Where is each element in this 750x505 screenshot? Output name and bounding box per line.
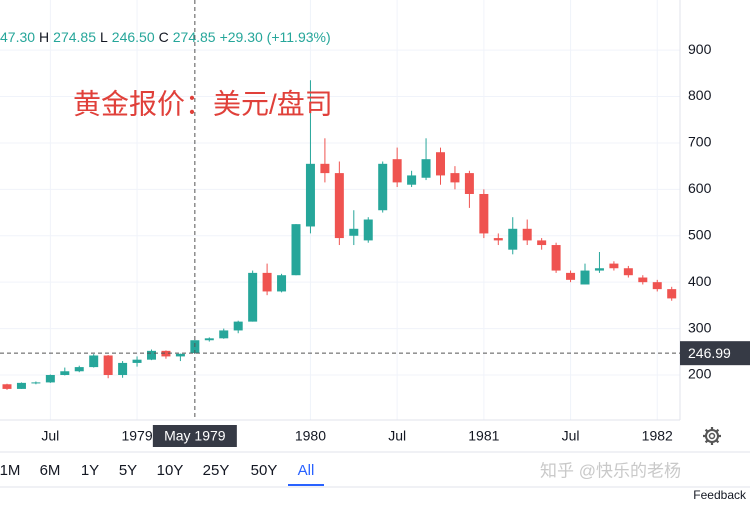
legend-item: 47.30 [0,29,35,45]
candle-body [638,277,648,283]
y-tick-label: 700 [688,134,712,150]
watermark: 知乎 @快乐的老杨 [540,461,681,480]
crosshair-price-box [680,341,750,366]
legend-item: H [39,29,49,45]
candle-body [493,238,503,241]
candle-body [407,175,417,185]
x-tick-label: Jul [41,428,59,444]
candle-body [667,289,677,299]
candle-body [551,245,561,271]
range-button[interactable]: 6M [40,462,61,479]
y-tick-label: 300 [688,319,712,335]
y-tick-label: 800 [688,87,712,103]
candle-body [537,240,547,246]
candle-body [436,152,445,176]
x-tick-label: 1979 [121,428,152,444]
candle-body [580,270,590,285]
range-button[interactable]: 50Y [251,462,278,479]
candle-body [16,382,26,389]
range-button[interactable]: 5Y [119,462,137,479]
legend-item: L [100,29,108,45]
candle-body [320,163,330,174]
candle-body [118,362,128,375]
legend-item: 274.85 [173,29,216,45]
y-tick-label: 500 [688,226,712,242]
x-tick-label: Jul [388,428,406,444]
candle-body [89,355,99,368]
candle-body [248,272,258,322]
legend-item: 274.85 [53,29,96,45]
candle-body [363,219,373,241]
candle-body [233,321,243,331]
candle-body [522,228,532,241]
candle-body [378,163,388,211]
gear-hub [708,432,716,440]
legend-item: C [159,29,169,45]
feedback-link[interactable]: Feedback [693,488,747,502]
y-tick-label: 900 [688,41,712,57]
range-button[interactable]: 1Y [81,462,99,479]
candle-body [566,272,576,280]
x-tick-label: 1982 [642,428,673,444]
x-tick-label: 1980 [295,428,326,444]
candle-body [392,159,402,183]
candle-body [652,282,662,290]
candle-body [175,353,185,357]
crosshair-date-label: May 1979 [164,428,226,444]
candle-body [479,193,489,234]
candle-body [204,338,214,341]
y-tick-label: 600 [688,180,712,196]
candle-body [60,371,70,375]
candle-body [132,359,142,363]
candle-body [349,228,359,236]
candle-body [594,268,604,271]
candle-body [277,275,287,292]
crosshair-date-box [152,425,237,447]
settings-icon[interactable] [703,427,721,445]
x-tick-label: 1981 [468,428,499,444]
candle-body [609,263,619,269]
legend-item: 246.50 [112,29,155,45]
candle-body [291,224,301,276]
chart-title: 黄金报价：美元/盘司 [73,88,333,119]
y-tick-label: 200 [688,366,712,382]
legend-item: +29.30 (+11.93%) [220,29,331,45]
gear-teeth [703,427,721,445]
candle-body [45,374,55,383]
range-button[interactable]: 10Y [157,462,184,479]
candle-body [74,367,84,372]
range-button[interactable]: 25Y [203,462,230,479]
candle-body [161,350,171,357]
range-button[interactable]: 1M [0,462,20,479]
candle-body [305,163,315,227]
candle-body [2,384,12,389]
y-tick-label: 400 [688,273,712,289]
candle-body [262,272,272,292]
crosshair-price-label: 246.99 [688,345,731,361]
ohlc-legend: 47.30 H 274.85 L 246.50 C 274.85 +29.30 (+11.93… [0,29,331,45]
candle-body [623,268,633,276]
candle-body [31,382,41,384]
candle-body [464,173,474,194]
plot [2,80,677,390]
candle-body [219,330,229,339]
x-tick-label: Jul [562,428,580,444]
candle-body [147,350,156,360]
candle-body [508,228,518,250]
candle-body [103,355,113,375]
candle-body [450,173,460,183]
candle-body [421,159,431,178]
range-button[interactable]: All [298,462,315,479]
candle-body [334,173,344,239]
